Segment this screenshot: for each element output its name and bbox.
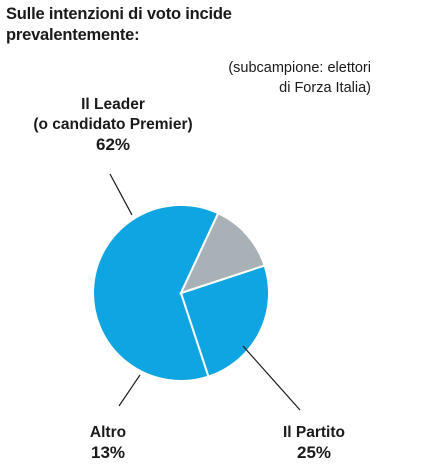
slice-label-leader: Il Leader (o candidato Premier) 62% xyxy=(8,95,218,155)
chart-subtitle: (subcampione: elettori di Forza Italia) xyxy=(228,58,371,98)
pie-slice-altro xyxy=(179,211,266,295)
slice-value-partito: 25% xyxy=(296,443,332,462)
slice-label-partito-line-1: Il Partito xyxy=(282,424,345,441)
leader-line-leader xyxy=(109,173,133,216)
subtitle-line-2: di Forza Italia) xyxy=(279,80,371,96)
slice-value-altro: 13% xyxy=(90,443,126,462)
pie-slice-leader xyxy=(92,204,220,382)
leader-line-partito xyxy=(242,345,301,411)
slice-label-altro-line-1: Altro xyxy=(89,424,127,441)
pie-slice-partito xyxy=(179,264,270,378)
slice-label-partito: Il Partito 25% xyxy=(274,423,354,463)
slice-label-altro: Altro 13% xyxy=(78,423,138,463)
slice-label-leader-line-2: (o candidato Premier) xyxy=(33,116,193,133)
subtitle-line-1: (subcampione: elettori xyxy=(228,60,371,76)
leader-line-altro xyxy=(118,374,141,407)
chart-title: Sulle intenzioni di voto incide prevalen… xyxy=(6,5,232,44)
slice-value-leader: 62% xyxy=(95,135,131,154)
slice-label-leader-line-1: Il Leader xyxy=(81,96,145,113)
